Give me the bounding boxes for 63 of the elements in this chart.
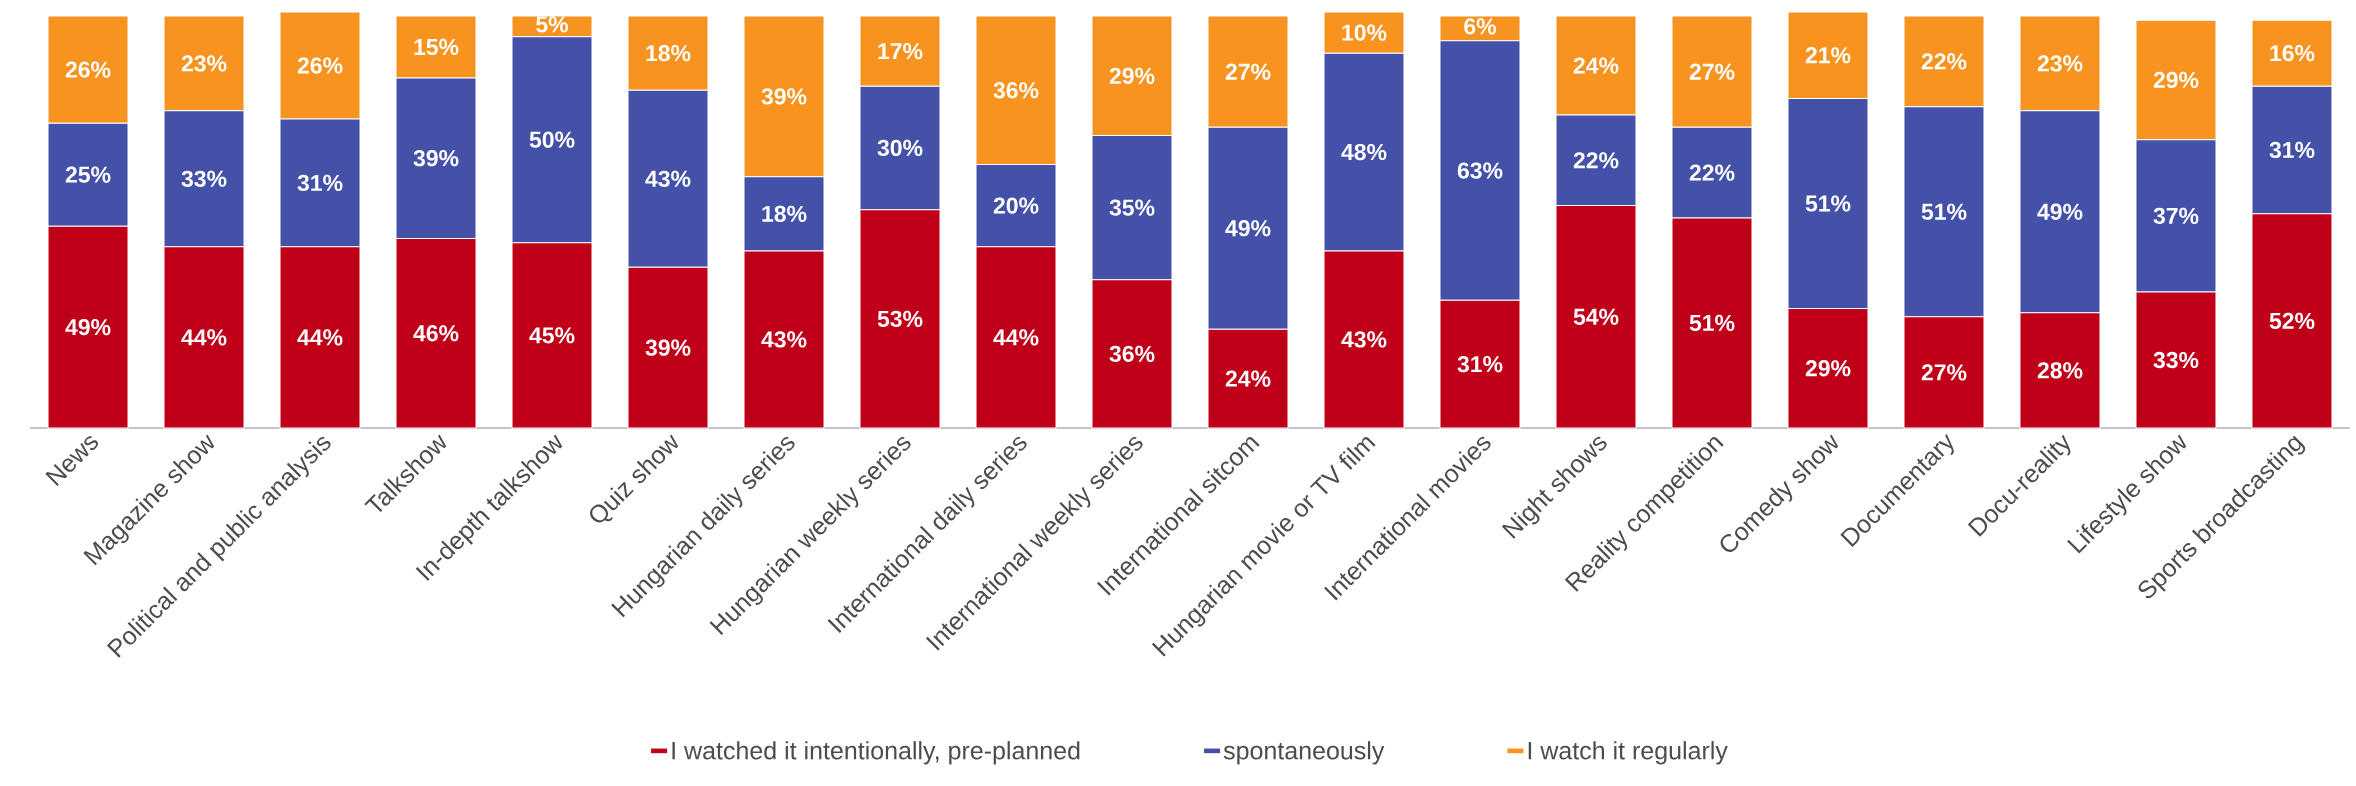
data-label: 22%	[1573, 152, 1619, 169]
data-label: 28%	[2037, 362, 2083, 379]
data-label: 50%	[529, 131, 575, 148]
data-label: 22%	[1921, 53, 1967, 70]
data-label: 26%	[65, 61, 111, 78]
data-label: 49%	[2037, 203, 2083, 220]
data-label: 30%	[877, 139, 923, 157]
data-label: 44%	[993, 329, 1039, 346]
data-label: 27%	[1689, 63, 1735, 80]
data-label: 44%	[181, 329, 227, 346]
data-label: 22%	[1689, 164, 1735, 181]
data-label: 51%	[1689, 314, 1735, 332]
data-label: 39%	[645, 339, 691, 356]
data-label: 17%	[878, 43, 923, 60]
data-label: 49%	[65, 318, 111, 336]
data-label: 18%	[762, 205, 807, 222]
data-label: 23%	[181, 55, 227, 72]
data-label: 43%	[1341, 331, 1387, 348]
data-label: 43%	[645, 170, 691, 187]
data-label: 16%	[2270, 45, 2315, 62]
data-label: 44%	[297, 329, 343, 346]
data-label: 43%	[761, 331, 807, 348]
data-label: 36%	[993, 82, 1039, 99]
data-label: 6%	[1464, 18, 1497, 35]
data-label: 29%	[1805, 360, 1851, 377]
data-label: 5%	[536, 16, 569, 33]
legend-label: I watched it intentionally, pre-planned	[672, 741, 1080, 765]
data-label: 25%	[65, 166, 111, 183]
legend-label: I watch it regularly	[1528, 741, 1728, 765]
data-label: 33%	[181, 170, 227, 187]
data-label: 31%	[297, 174, 343, 192]
data-label: 20%	[993, 197, 1039, 214]
data-label: 39%	[413, 150, 459, 167]
data-label: 48%	[1341, 143, 1387, 161]
data-label: 24%	[1225, 370, 1271, 387]
data-label: 29%	[1109, 67, 1155, 84]
data-label: 27%	[1921, 364, 1967, 381]
data-label: 31%	[2269, 141, 2315, 159]
data-label: 39%	[761, 88, 807, 105]
data-label: 18%	[646, 45, 691, 62]
data-label: 33%	[2153, 351, 2199, 369]
data-label: 10%	[1342, 24, 1387, 41]
data-label: 46%	[413, 325, 459, 342]
data-label: 24%	[1573, 57, 1619, 74]
data-label: 29%	[2153, 71, 2199, 89]
data-label: 53%	[877, 310, 923, 327]
data-label: 23%	[2037, 55, 2083, 72]
data-label: 63%	[1457, 162, 1503, 179]
data-label: 31%	[1457, 355, 1503, 373]
data-label: 26%	[297, 57, 343, 74]
data-label: 15%	[414, 38, 459, 56]
legend-label: spontaneously	[1223, 741, 1385, 765]
data-label: 49%	[1225, 220, 1271, 237]
data-label: 52%	[2269, 312, 2315, 330]
data-label: 35%	[1109, 199, 1155, 216]
data-label: 51%	[1921, 203, 1967, 220]
data-label: 27%	[1225, 63, 1271, 80]
data-label: 54%	[1573, 308, 1619, 325]
data-label: 45%	[529, 327, 575, 344]
data-label: 51%	[1805, 195, 1851, 212]
data-label: 21%	[1805, 47, 1851, 64]
data-label: 36%	[1109, 345, 1155, 362]
data-label: 37%	[2153, 207, 2199, 225]
